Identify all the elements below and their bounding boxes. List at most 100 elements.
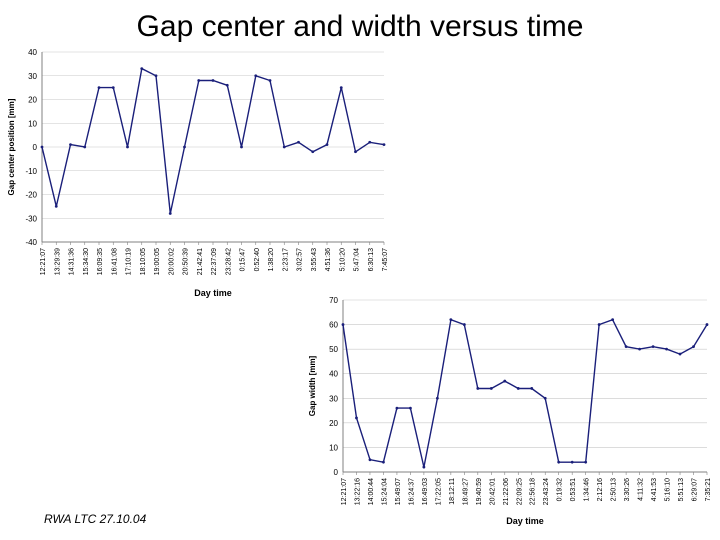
x-tick-label: 2:12:16: [597, 478, 604, 501]
data-point: [240, 145, 243, 149]
x-tick-label: 22:37:09: [211, 248, 218, 275]
data-point: [382, 460, 385, 464]
data-point: [83, 145, 87, 149]
data-point: [254, 74, 258, 78]
x-tick-label: 4:41:53: [651, 478, 658, 501]
y-tick-label: 20: [28, 96, 37, 105]
data-point: [140, 67, 144, 71]
data-point: [168, 212, 172, 215]
x-tick-label: 19:40:59: [476, 478, 483, 505]
data-point: [97, 86, 101, 90]
y-tick-label: 0: [334, 468, 339, 477]
y-tick-label: 60: [329, 321, 338, 330]
data-point: [339, 86, 343, 90]
x-tick-label: 0:15:47: [240, 248, 247, 271]
x-tick-label: 21:42:41: [197, 248, 204, 275]
x-tick-label: 5:47:04: [354, 248, 361, 271]
x-tick-label: 17:22:05: [435, 478, 442, 505]
data-point: [489, 387, 493, 390]
x-tick-label: 22:56:18: [530, 478, 537, 505]
x-tick-label: 16:41:08: [111, 248, 118, 275]
series-line: [342, 318, 708, 468]
data-point: [382, 143, 386, 147]
data-point: [557, 460, 561, 464]
x-tick-label: 14:31:36: [69, 248, 76, 275]
x-tick-label: 3:30:26: [624, 478, 631, 501]
x-tick-label: 17:10:19: [126, 248, 133, 275]
data-point: [69, 143, 72, 147]
x-tick-label: 4:11:32: [638, 478, 645, 501]
data-point: [183, 145, 186, 149]
x-tick-label: 5:16:10: [665, 478, 672, 501]
x-tick-label: 20:00:02: [168, 248, 175, 275]
y-tick-label: 70: [329, 296, 338, 305]
data-point: [311, 150, 315, 154]
data-point: [268, 79, 272, 82]
x-tick-label: 5:10:20: [339, 248, 346, 271]
x-tick-label: 23:28:42: [225, 248, 232, 275]
data-point: [597, 323, 601, 326]
y-tick-label: 50: [329, 345, 338, 354]
x-tick-label: 18:12:11: [449, 478, 456, 505]
slide-footer: RWA LTC 27.10.04: [44, 512, 147, 526]
y-tick-label: 40: [329, 370, 338, 379]
y-tick-label: 20: [329, 419, 338, 428]
gap-width-chart: 70 60 50 40 30 20 10 012:21:07 13:22:16 14:00:44 1…: [308, 296, 712, 526]
x-tick-label: 15:49:07: [395, 478, 402, 505]
data-point: [678, 352, 682, 356]
x-axis-title: Day time: [194, 288, 232, 298]
x-tick-label: 4:51:36: [325, 248, 332, 271]
data-point: [395, 406, 399, 410]
data-point: [354, 150, 357, 154]
x-tick-label: 12:21:07: [341, 478, 348, 505]
y-tick-label: 30: [28, 72, 37, 81]
data-point: [503, 379, 507, 383]
x-tick-label: 7:35:21: [705, 478, 712, 501]
x-tick-label: 5:51:13: [678, 478, 685, 501]
x-tick-label: 14:00:44: [368, 478, 375, 505]
data-point: [435, 396, 439, 400]
data-point: [584, 460, 588, 464]
x-tick-label: 6:29:07: [692, 478, 699, 501]
y-tick-label: 30: [329, 394, 338, 403]
x-axis-title: Day time: [506, 516, 544, 526]
data-point: [111, 86, 115, 90]
y-tick-label: 10: [28, 119, 37, 128]
x-tick-label: 6:30:13: [368, 248, 375, 271]
x-tick-label: 16:09:35: [97, 248, 104, 275]
x-tick-label: 1:34:46: [584, 478, 591, 501]
x-tick-label: 21:22:06: [503, 478, 510, 505]
series-line: [41, 67, 385, 214]
data-point: [197, 79, 201, 82]
data-point: [409, 406, 412, 410]
x-tick-label: 3:02:57: [297, 248, 304, 271]
data-point: [705, 323, 709, 326]
x-tick-label: 18:10:05: [140, 248, 147, 275]
x-tick-label: 15:34:30: [83, 248, 90, 275]
y-tick-label: 0: [33, 143, 38, 152]
x-tick-label: 16:49:03: [422, 478, 429, 505]
x-tick-label: 2:23:17: [282, 248, 289, 271]
x-tick-label: 0:53:51: [570, 478, 577, 501]
data-point: [355, 416, 358, 420]
x-tick-label: 13:22:16: [354, 478, 361, 505]
x-tick-label: 16:24:37: [408, 478, 415, 505]
x-tick-label: 1:38:20: [268, 248, 275, 271]
slide-title: Gap center and width versus time: [136, 10, 584, 43]
y-tick-label: 10: [329, 443, 338, 452]
y-tick-label: -40: [25, 238, 37, 247]
data-point: [211, 79, 215, 82]
y-tick-label: -30: [25, 214, 37, 223]
data-point: [325, 143, 329, 147]
data-point: [611, 318, 615, 322]
data-point: [341, 323, 345, 326]
data-point: [154, 74, 158, 78]
x-tick-label: 18:49:27: [462, 478, 469, 505]
x-tick-label: 12:21:07: [40, 248, 47, 275]
x-tick-label: 19:00:05: [154, 248, 161, 275]
x-tick-label: 13:29:39: [54, 248, 61, 275]
data-point: [530, 387, 534, 390]
data-point: [225, 83, 229, 87]
x-tick-label: 3:55:43: [311, 248, 318, 271]
